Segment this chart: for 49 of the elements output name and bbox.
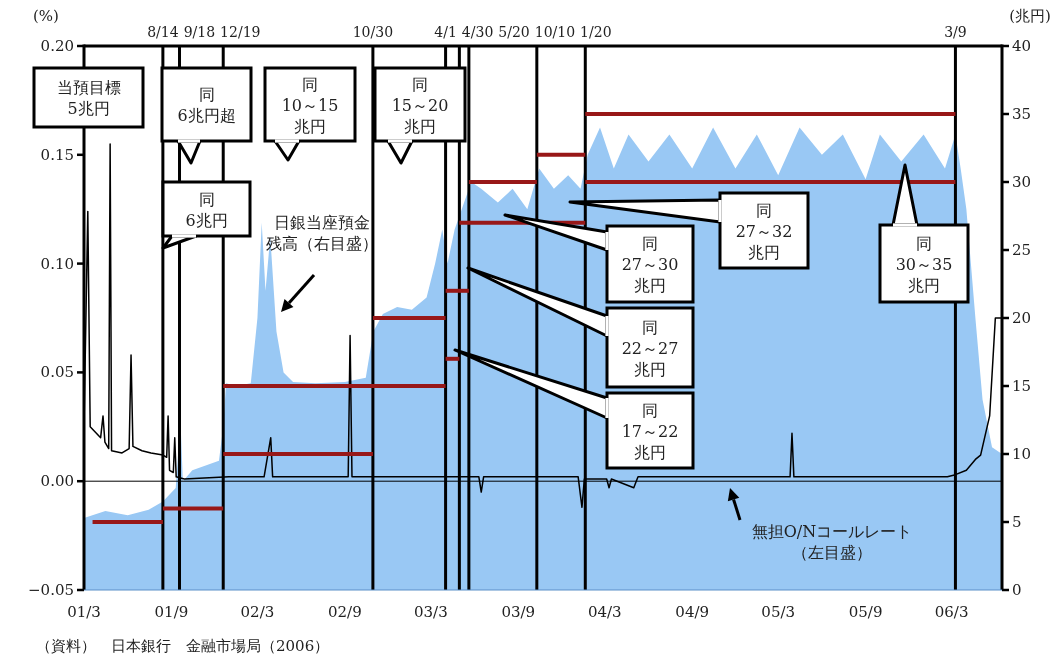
y-tick-label: 0.05: [40, 363, 74, 382]
y2-tick-label: 10: [1012, 445, 1032, 463]
annotation: 同 30～35 兆円: [895, 233, 953, 294]
ref-line-label: 12/19: [220, 24, 261, 40]
y2-tick-label: 35: [1012, 105, 1032, 123]
ref-line-label: 5/20: [498, 24, 530, 40]
x-tick-label: 02/9: [328, 603, 362, 621]
ref-line-label: 9/18: [183, 24, 216, 40]
annotation: 同 17～22 兆円: [621, 400, 679, 461]
ref-line-label: 10/10: [534, 24, 576, 40]
y2-axis-title: (兆円): [1009, 7, 1051, 25]
ref-line-label: 10/30: [352, 24, 394, 40]
x-tick-label: 03/3: [414, 603, 448, 621]
annotation: 同 6兆円超: [177, 84, 236, 125]
y2-tick-label: 20: [1012, 309, 1032, 327]
x-tick-label: 05/3: [761, 603, 796, 621]
y-tick-label: 0.00: [40, 472, 74, 491]
y2-tick-label: 5: [1012, 513, 1022, 531]
y-tick-label: −0.05: [28, 581, 74, 599]
x-tick-label: 03/9: [501, 603, 536, 621]
text: （資料） 日本銀行 金融市場局（2006）: [36, 637, 330, 655]
y2-tick-label: 15: [1012, 377, 1032, 395]
y-tick-label: 0.15: [40, 145, 74, 164]
ref-line-label: 3/9: [944, 24, 967, 40]
ref-line-label: 4/30: [461, 24, 494, 40]
y2-tick-label: 40: [1012, 37, 1032, 55]
y-tick-label: 0.20: [40, 37, 74, 55]
y2-tick-label: 0: [1012, 581, 1022, 599]
ref-line-label: 8/14: [147, 24, 179, 40]
y-tick-label: 0.10: [40, 254, 74, 273]
annotation: 同 10～15 兆円: [281, 74, 339, 135]
annotation: 当預目標 5兆円: [56, 77, 121, 118]
annotation: 同 27～32 兆円: [735, 200, 793, 261]
annotation: 同 15～20 兆円: [391, 74, 449, 135]
ref-line-label: 1/20: [580, 24, 612, 40]
x-tick-label: 04/9: [675, 603, 710, 621]
y-axis-title: (%): [33, 7, 59, 25]
y2-tick-label: 30: [1012, 173, 1032, 191]
x-tick-label: 01/3: [67, 603, 101, 621]
x-tick-label: 04/3: [587, 603, 622, 621]
x-tick-label: 05/9: [848, 603, 883, 621]
annotation: 同 6兆円: [185, 189, 228, 229]
annotation: 同 27～30 兆円: [621, 233, 679, 295]
x-tick-label: 02/3: [240, 603, 275, 621]
y2-tick-label: 25: [1012, 241, 1032, 259]
x-tick-label: 01/9: [154, 603, 189, 621]
x-tick-label: 06/3: [934, 603, 969, 621]
ref-line-label: 4/1: [434, 24, 457, 40]
annotation: 同 22～27 兆円: [621, 317, 679, 378]
